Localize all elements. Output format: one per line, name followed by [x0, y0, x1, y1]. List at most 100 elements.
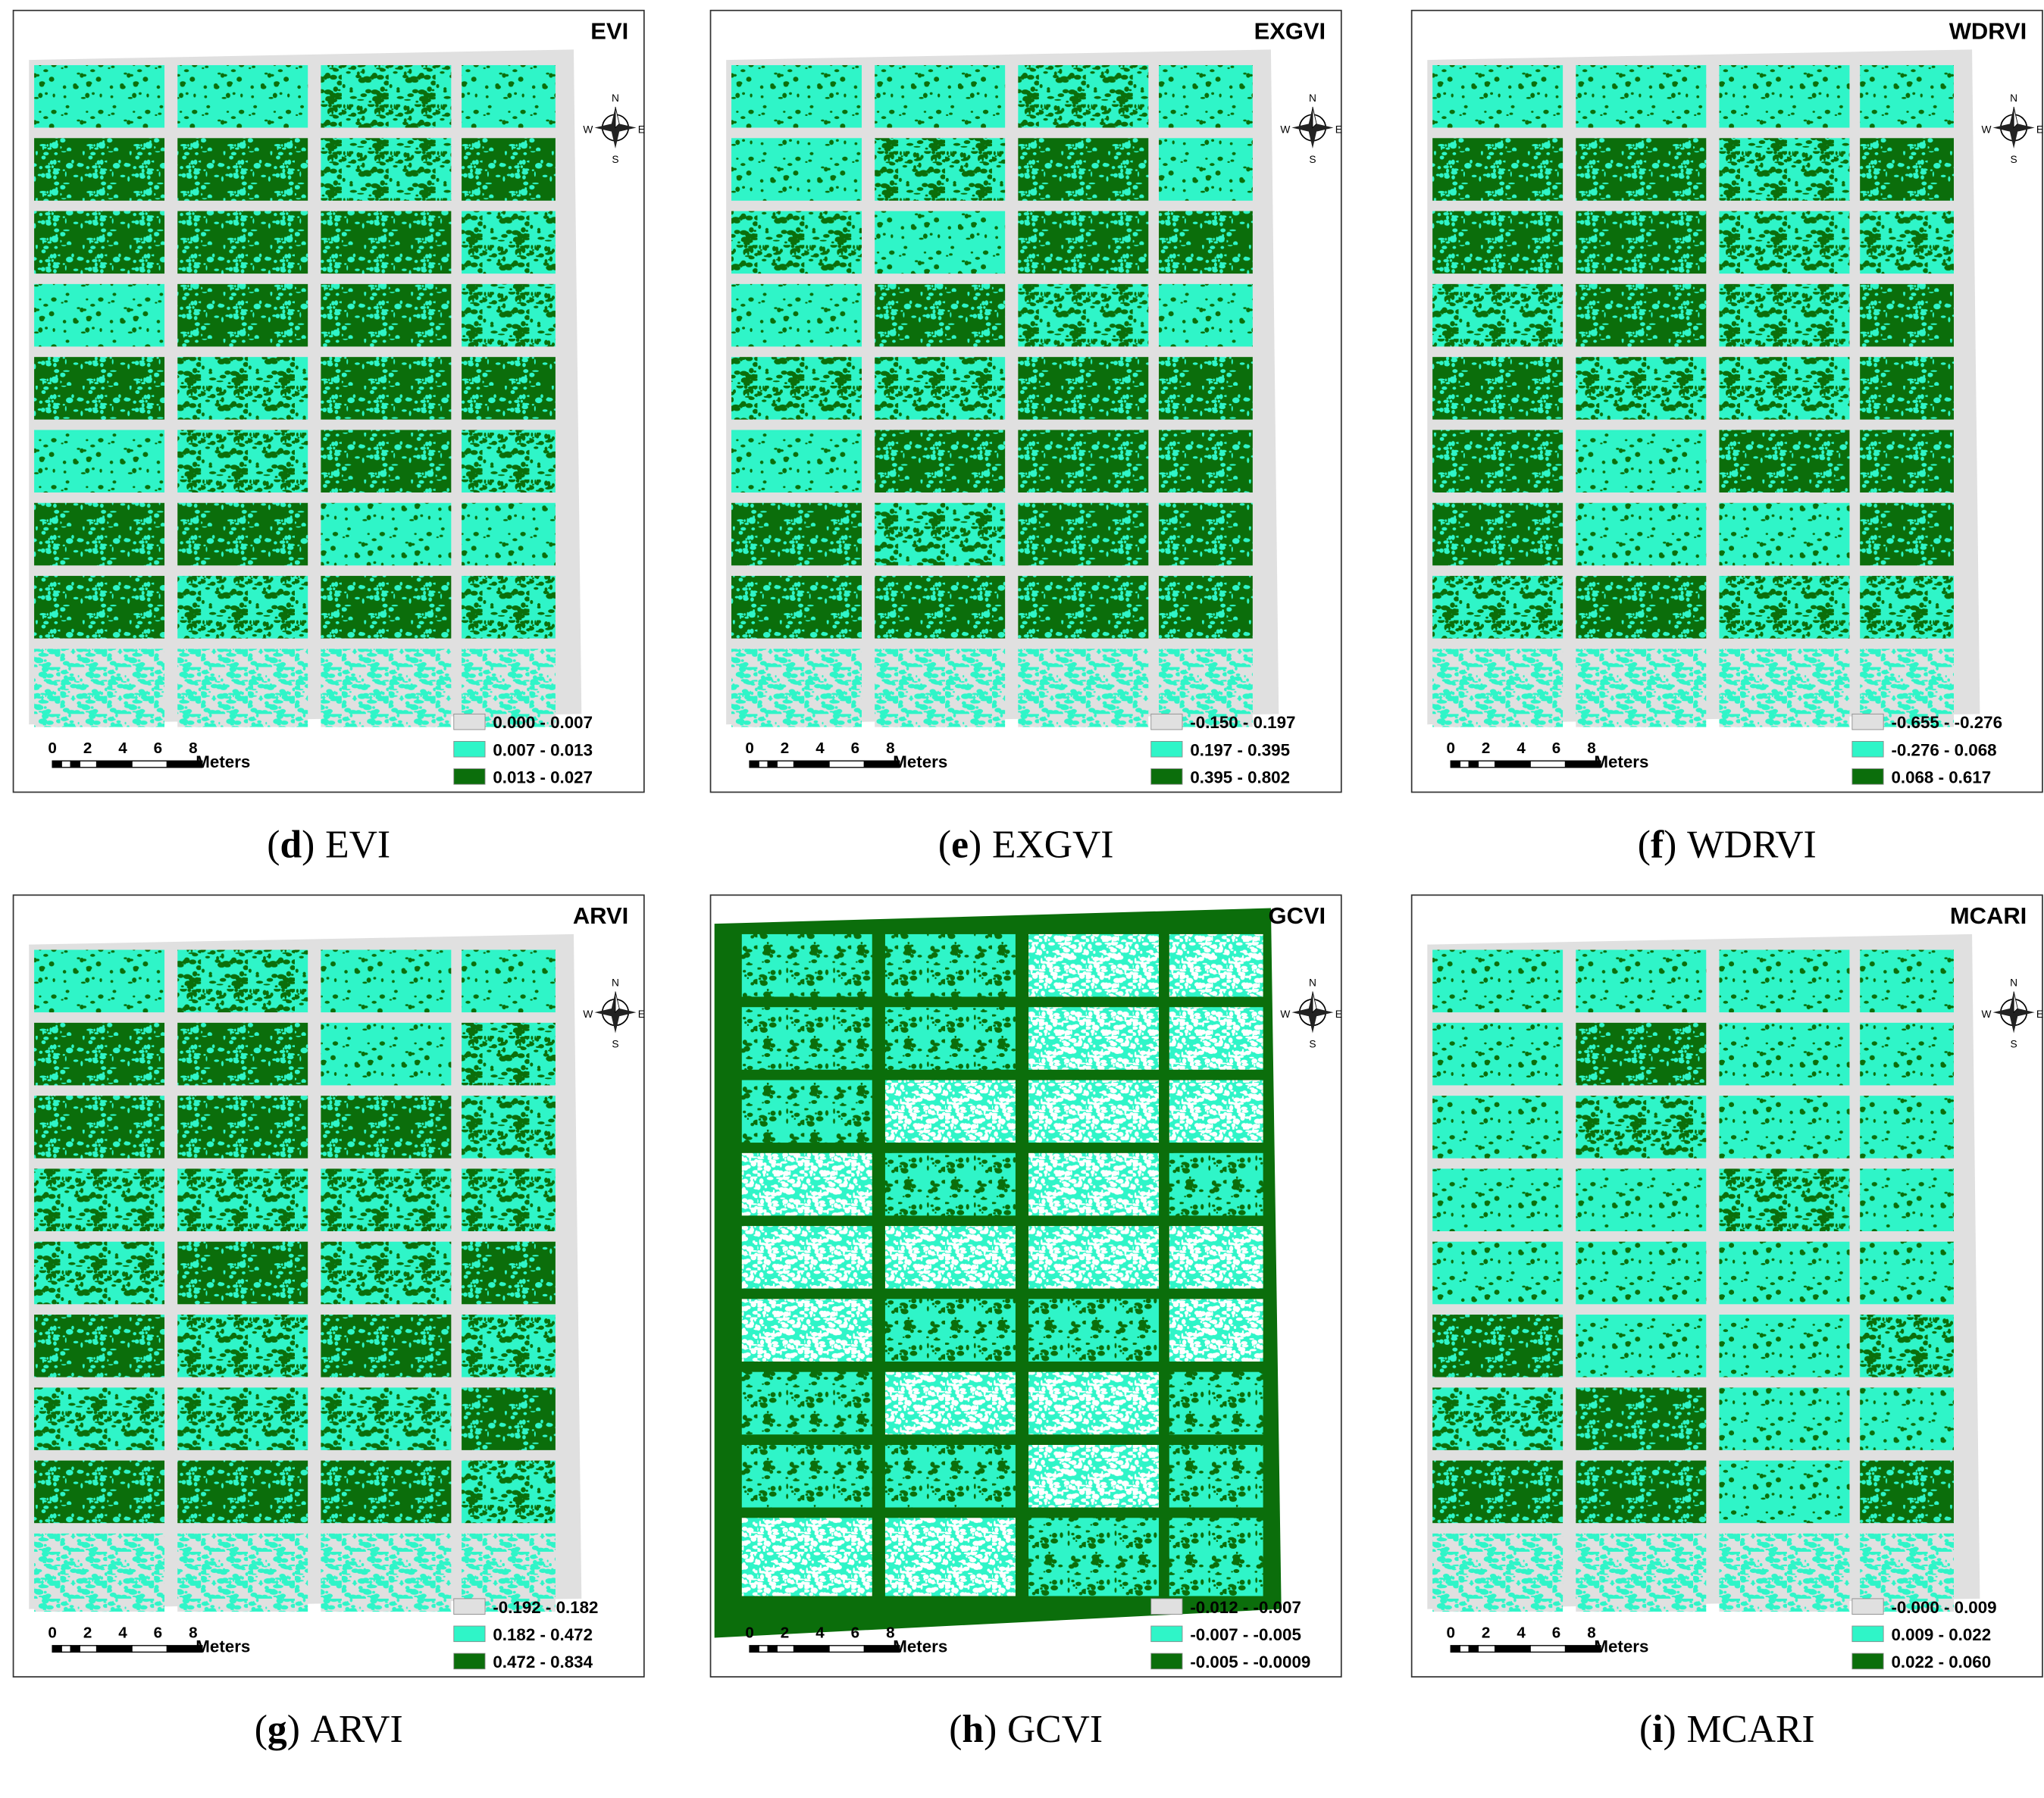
- compass-letter: E: [2036, 1008, 2043, 1020]
- compass: N S E W: [1981, 977, 2043, 1050]
- scale-tick-label: 0: [745, 740, 753, 757]
- caption-letter: e: [951, 823, 969, 866]
- plot: [1432, 1315, 1564, 1377]
- compass-letter: S: [2011, 1039, 2017, 1050]
- legend-swatch: [453, 768, 486, 785]
- scale-tick-label: 8: [189, 740, 197, 757]
- scale-segment: [1495, 760, 1531, 768]
- scale-segment: [166, 1645, 203, 1653]
- plot: [741, 1080, 872, 1143]
- scale-segment: [1564, 1645, 1601, 1653]
- scale-tick-label: 2: [83, 740, 92, 757]
- legend-label: -0.192 - 0.182: [493, 1598, 598, 1617]
- caption: (e) EXGVI: [938, 823, 1113, 866]
- compass-letter: W: [583, 124, 593, 135]
- caption-bracket: ): [984, 1708, 997, 1751]
- legend-label: -0.276 - 0.068: [1891, 740, 1996, 759]
- legend-label: -0.012 - -0.007: [1190, 1598, 1301, 1617]
- scale-tick-label: 8: [1587, 740, 1595, 757]
- plot: [1169, 1444, 1263, 1508]
- compass-letter: W: [1280, 124, 1290, 135]
- scale-segment: [1564, 760, 1601, 768]
- plot: [1719, 1460, 1850, 1524]
- plot: [1719, 502, 1850, 566]
- plot: [1169, 933, 1263, 997]
- plot: [177, 576, 308, 639]
- plot: [34, 430, 165, 492]
- plot: [741, 1371, 872, 1435]
- plot: [731, 649, 862, 727]
- plot: [462, 1096, 556, 1159]
- plot: [875, 357, 1006, 420]
- plot: [34, 502, 165, 566]
- plot: [731, 211, 862, 274]
- scale-segment: [70, 1645, 80, 1653]
- scale-segment: [776, 1645, 795, 1653]
- scale-unit: Meters: [1594, 752, 1648, 771]
- plot: [1860, 1022, 1954, 1086]
- scale-tick-label: 2: [83, 1624, 92, 1641]
- scale-unit: Meters: [893, 752, 947, 771]
- scale-segment: [793, 1645, 830, 1653]
- caption-letter: d: [280, 823, 302, 866]
- plot: [884, 1226, 1016, 1289]
- plot: [1432, 138, 1564, 201]
- scale-segment: [79, 760, 98, 768]
- legend-swatch: [453, 1598, 486, 1615]
- caption-bracket: ): [302, 823, 315, 866]
- plot: [875, 576, 1006, 639]
- compass-letter: W: [1981, 1008, 1991, 1020]
- scale-tick-label: 6: [851, 1624, 859, 1641]
- scale-segment: [1477, 760, 1496, 768]
- scale-tick-label: 6: [154, 1624, 162, 1641]
- plot: [462, 138, 556, 201]
- plot: [1719, 357, 1850, 420]
- plot: [1576, 1387, 1707, 1450]
- compass-letter: W: [583, 1008, 593, 1020]
- plot: [1432, 430, 1564, 492]
- plot: [321, 283, 452, 347]
- legend-label: -0.000 - 0.009: [1891, 1598, 1996, 1617]
- plot: [1860, 1315, 1954, 1377]
- plot: [1432, 1387, 1564, 1450]
- plot: [34, 1387, 165, 1450]
- scale-segment: [61, 760, 71, 768]
- plot: [321, 1533, 452, 1612]
- plot: [1576, 1022, 1707, 1086]
- legend-swatch: [1851, 768, 1884, 785]
- plot: [321, 64, 452, 128]
- caption-letter: f: [1651, 823, 1664, 866]
- plot: [34, 138, 165, 201]
- scale-segment: [767, 1645, 778, 1653]
- panel: WDRVI N S E W -0.655 - -0.276 -0.276 - 0.068 0.…: [1410, 9, 2043, 793]
- plot: [321, 649, 452, 727]
- plot: [34, 1096, 165, 1159]
- compass-letter: S: [1309, 154, 1316, 165]
- plot: [1028, 1299, 1160, 1362]
- plot: [1018, 430, 1149, 492]
- plot: [731, 357, 862, 420]
- panel-title: MCARI: [1950, 902, 2027, 929]
- scale-segment: [70, 760, 80, 768]
- legend-swatch: [1150, 741, 1183, 758]
- plot: [1028, 1226, 1160, 1289]
- legend-swatch: [1150, 1653, 1183, 1670]
- scale-segment: [1459, 760, 1470, 768]
- plot: [177, 1241, 308, 1305]
- plot: [1018, 357, 1149, 420]
- plot: [1432, 283, 1564, 347]
- plot: [321, 1022, 452, 1086]
- scale-unit: Meters: [196, 1637, 250, 1656]
- compass: N S E W: [583, 92, 645, 165]
- compass-letter: N: [1309, 977, 1316, 989]
- panel-title: ARVI: [573, 902, 628, 929]
- plot: [1860, 430, 1954, 492]
- plot: [1860, 949, 1954, 1013]
- plot: [1018, 138, 1149, 201]
- scale-tick-label: 4: [1517, 740, 1526, 757]
- plot: [321, 138, 452, 201]
- plot: [1159, 576, 1253, 639]
- compass-letter: N: [612, 92, 619, 104]
- caption-name: EVI: [325, 823, 390, 866]
- scale-tick-label: 0: [48, 1624, 56, 1641]
